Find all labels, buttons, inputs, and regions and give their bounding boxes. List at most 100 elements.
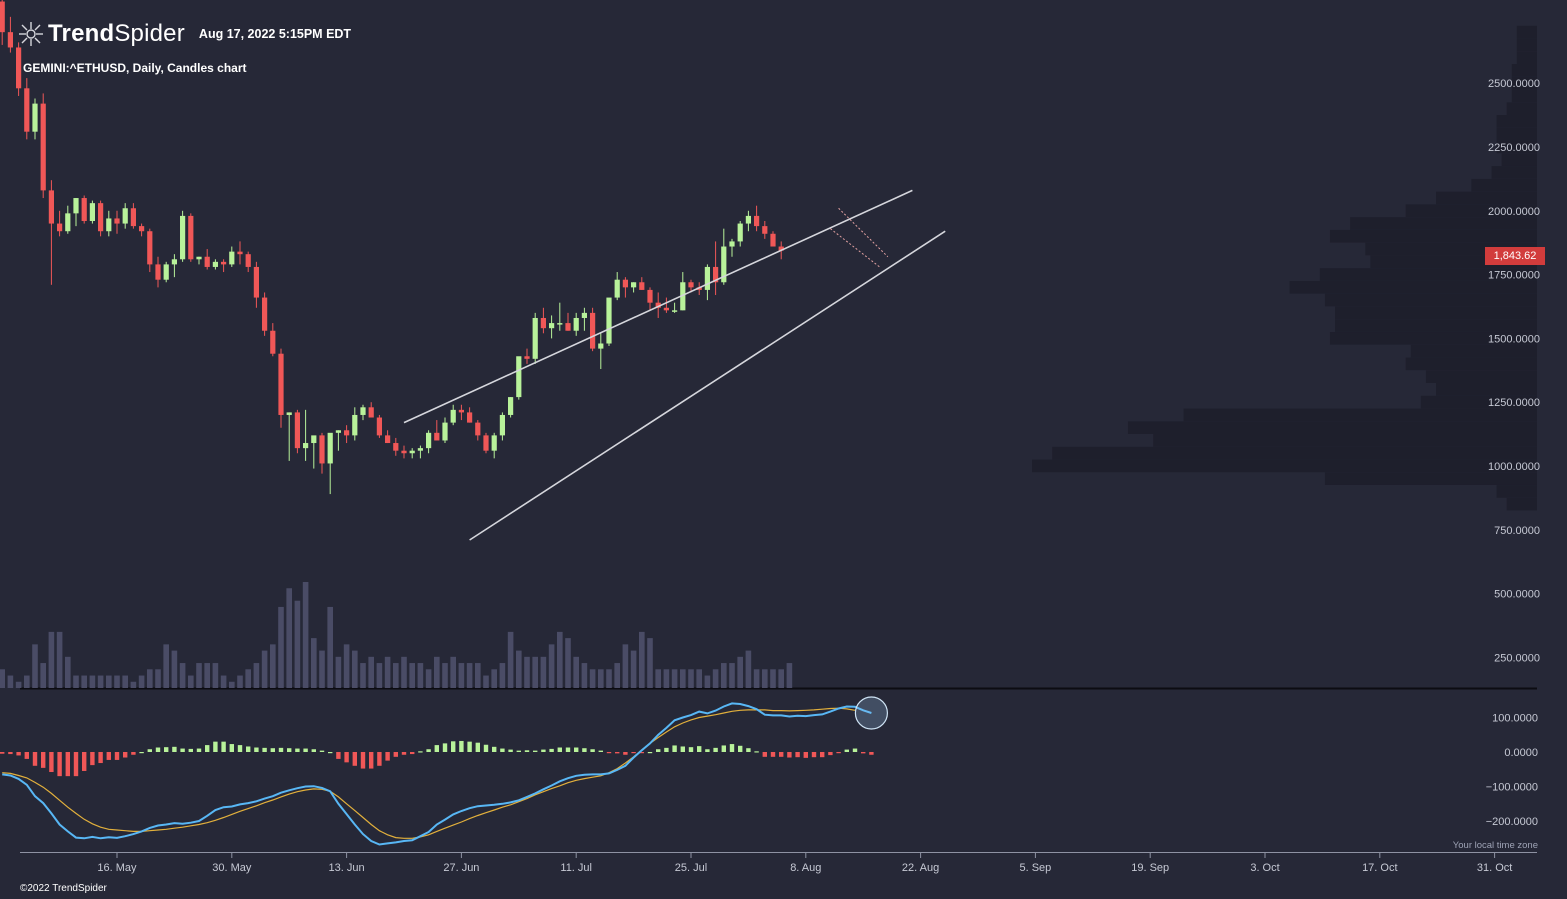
- candle-body[interactable]: [352, 414, 358, 436]
- candle-body[interactable]: [491, 435, 497, 451]
- candle-body[interactable]: [360, 407, 366, 415]
- candle-body[interactable]: [16, 47, 22, 89]
- candle-body[interactable]: [286, 412, 292, 415]
- candle-body[interactable]: [532, 317, 538, 359]
- candle-body[interactable]: [721, 246, 727, 283]
- candle-body[interactable]: [7, 32, 13, 48]
- candle-body[interactable]: [319, 435, 325, 464]
- candle-body[interactable]: [672, 310, 678, 312]
- candle-body[interactable]: [40, 103, 46, 191]
- candle-body[interactable]: [65, 213, 71, 232]
- candle-body[interactable]: [409, 450, 415, 454]
- candle-body[interactable]: [294, 412, 300, 449]
- candle-body[interactable]: [32, 103, 38, 132]
- candle-body[interactable]: [590, 312, 596, 349]
- candle-body[interactable]: [499, 414, 505, 436]
- candle-body[interactable]: [344, 430, 350, 436]
- candle-body[interactable]: [188, 215, 194, 260]
- candle-body[interactable]: [327, 432, 333, 464]
- candle-body[interactable]: [221, 261, 227, 265]
- candle-body[interactable]: [508, 397, 514, 415]
- candle-body[interactable]: [713, 266, 719, 283]
- candle-body[interactable]: [737, 223, 743, 242]
- candle-body[interactable]: [89, 203, 95, 222]
- candle-body[interactable]: [458, 409, 464, 413]
- candle-body[interactable]: [655, 302, 661, 308]
- candle-body[interactable]: [688, 282, 694, 288]
- candle-body[interactable]: [81, 198, 87, 222]
- candle-body[interactable]: [680, 282, 686, 311]
- candle-body[interactable]: [106, 218, 112, 232]
- candle-body[interactable]: [270, 330, 276, 354]
- candle-body[interactable]: [155, 264, 161, 280]
- candle-body[interactable]: [204, 256, 210, 267]
- candle-body[interactable]: [229, 251, 235, 265]
- candle-body[interactable]: [237, 251, 243, 255]
- candle-body[interactable]: [73, 198, 79, 214]
- candle-body[interactable]: [130, 208, 136, 227]
- candle-body[interactable]: [417, 448, 423, 451]
- candle-body[interactable]: [245, 254, 251, 267]
- candle-body[interactable]: [729, 241, 735, 247]
- candles[interactable]: [0, 0, 784, 495]
- candle-body[interactable]: [557, 323, 563, 325]
- candle-body[interactable]: [573, 317, 579, 331]
- candle-body[interactable]: [549, 323, 555, 329]
- candle-body[interactable]: [778, 246, 784, 251]
- candle-body[interactable]: [376, 417, 382, 436]
- candle-body[interactable]: [48, 190, 54, 224]
- candle-body[interactable]: [401, 450, 407, 454]
- candle-body[interactable]: [614, 279, 620, 298]
- candle-body[interactable]: [57, 223, 63, 232]
- candle-body[interactable]: [139, 226, 145, 232]
- candle-body[interactable]: [426, 432, 432, 449]
- candle-body[interactable]: [581, 312, 587, 318]
- trendlines[interactable]: [403, 189, 946, 541]
- candle-body[interactable]: [475, 422, 481, 436]
- candle-body[interactable]: [762, 226, 768, 234]
- candle-body[interactable]: [262, 297, 268, 331]
- candle-body[interactable]: [0, 1, 5, 33]
- candle-body[interactable]: [704, 266, 710, 290]
- candle-body[interactable]: [639, 282, 645, 290]
- candle-body[interactable]: [631, 282, 637, 288]
- pullback-channel-upper[interactable]: [838, 207, 889, 258]
- candle-body[interactable]: [516, 356, 522, 398]
- candle-body[interactable]: [303, 443, 309, 449]
- candle-body[interactable]: [483, 435, 489, 451]
- candle-body[interactable]: [385, 435, 391, 444]
- candle-body[interactable]: [647, 289, 653, 303]
- candle-body[interactable]: [278, 353, 284, 415]
- candle-body[interactable]: [147, 231, 153, 265]
- candle-body[interactable]: [434, 432, 440, 441]
- rising-wedge-upper[interactable]: [403, 189, 913, 424]
- candle-body[interactable]: [24, 88, 30, 132]
- candle-body[interactable]: [122, 208, 128, 224]
- candle-body[interactable]: [180, 215, 186, 260]
- candle-body[interactable]: [754, 215, 760, 227]
- candle-body[interactable]: [98, 203, 104, 232]
- candle-body[interactable]: [393, 443, 399, 451]
- candle-body[interactable]: [524, 356, 530, 359]
- candle-body[interactable]: [663, 307, 669, 311]
- candle-body[interactable]: [745, 215, 751, 224]
- candle-body[interactable]: [565, 323, 571, 331]
- candle-body[interactable]: [212, 261, 218, 267]
- candle-body[interactable]: [598, 343, 604, 349]
- candle-body[interactable]: [606, 297, 612, 344]
- rising-wedge-lower[interactable]: [469, 230, 946, 541]
- candle-body[interactable]: [253, 266, 259, 298]
- candle-body[interactable]: [770, 233, 776, 247]
- candle-body[interactable]: [442, 422, 448, 441]
- candle-body[interactable]: [171, 259, 177, 265]
- candle-body[interactable]: [163, 264, 169, 280]
- candle-body[interactable]: [622, 279, 628, 288]
- candle-body[interactable]: [368, 407, 374, 418]
- candle-body[interactable]: [540, 317, 546, 329]
- pullback-channel-lower[interactable]: [830, 228, 880, 268]
- candle-body[interactable]: [335, 430, 341, 433]
- candle-body[interactable]: [196, 256, 202, 260]
- candle-body[interactable]: [114, 218, 120, 224]
- crosshair-highlight[interactable]: [854, 696, 889, 730]
